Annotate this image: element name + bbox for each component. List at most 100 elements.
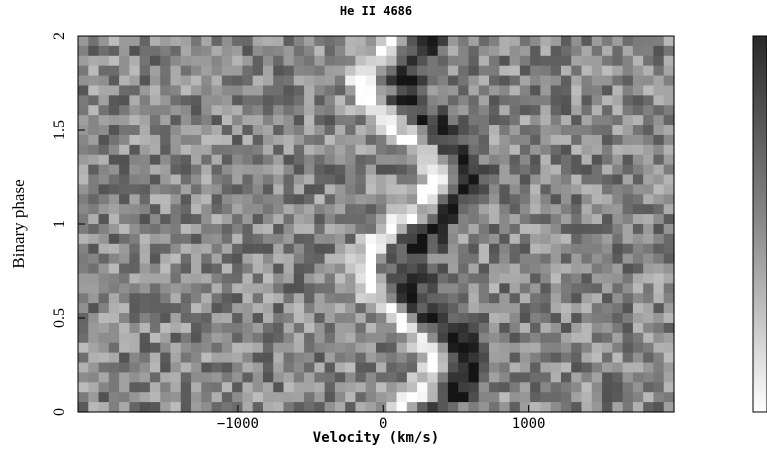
heatmap-cell	[509, 273, 521, 284]
heatmap-cell	[376, 402, 387, 413]
heatmap-cell	[519, 105, 531, 116]
heatmap-cell	[242, 293, 254, 304]
heatmap-cell	[663, 184, 675, 195]
heatmap-cell	[314, 154, 326, 166]
heatmap-cell	[622, 85, 634, 96]
heatmap-cell	[129, 125, 141, 136]
heatmap-cell	[581, 362, 593, 374]
heatmap-cell	[478, 342, 490, 354]
heatmap-cell	[304, 174, 315, 186]
heatmap-cell	[129, 204, 141, 215]
heatmap-cell	[304, 342, 315, 354]
heatmap-cell	[489, 243, 500, 255]
heatmap-cell	[139, 362, 151, 374]
heatmap-cell	[612, 342, 624, 354]
heatmap-cell	[427, 263, 439, 275]
heatmap-cell	[211, 174, 223, 186]
heatmap-cell	[283, 36, 295, 47]
heatmap-cell	[221, 204, 233, 215]
heatmap-cell	[324, 322, 336, 334]
heatmap-cell	[386, 45, 398, 57]
heatmap-cell	[170, 174, 182, 186]
heatmap-cell	[519, 243, 531, 255]
heatmap-cell	[191, 65, 202, 77]
heatmap-cell	[88, 65, 100, 77]
heatmap-cell	[180, 382, 192, 393]
heatmap-cell	[447, 194, 459, 205]
heatmap-cell	[98, 372, 110, 383]
heatmap-cell	[88, 313, 100, 324]
heatmap-cell	[314, 332, 326, 344]
heatmap-cell	[530, 204, 542, 215]
heatmap-cell	[355, 253, 367, 265]
heatmap-cell	[417, 332, 428, 344]
heatmap-cell	[304, 214, 315, 225]
heatmap-cell	[427, 392, 439, 403]
heatmap-cell	[571, 233, 583, 245]
heatmap-cell	[262, 125, 274, 136]
heatmap-cell	[447, 313, 459, 324]
heatmap-cell	[447, 243, 459, 255]
heatmap-cell	[129, 174, 141, 186]
heatmap-cell	[221, 372, 233, 383]
heatmap-cell	[632, 194, 644, 205]
heatmap-cell	[643, 125, 655, 136]
heatmap-cell	[304, 332, 315, 344]
heatmap-cell	[663, 362, 675, 374]
heatmap-cell	[232, 303, 244, 314]
heatmap-cell	[180, 75, 192, 87]
heatmap-cell	[262, 36, 274, 47]
heatmap-cell	[334, 144, 346, 156]
heatmap-cell	[252, 392, 264, 403]
heatmap-cell	[663, 402, 675, 413]
heatmap-cell	[560, 313, 572, 324]
heatmap-cell	[160, 243, 172, 255]
heatmap-cell	[386, 194, 398, 205]
heatmap-cell	[591, 174, 603, 186]
heatmap-cell	[334, 382, 346, 393]
heatmap-cell	[406, 36, 418, 47]
heatmap-cell	[242, 125, 254, 136]
heatmap-cell	[396, 233, 408, 245]
heatmap-cell	[550, 36, 562, 47]
heatmap-cell	[396, 204, 408, 215]
heatmap-cell	[489, 303, 500, 314]
heatmap-cell	[304, 95, 315, 106]
heatmap-cell	[386, 342, 398, 354]
heatmap-cell	[396, 154, 408, 166]
heatmap-cell	[612, 164, 624, 176]
heatmap-cell	[334, 65, 346, 77]
heatmap-cell	[283, 204, 295, 215]
heatmap-cell	[530, 263, 542, 275]
heatmap-cell	[376, 293, 387, 304]
heatmap-cell	[170, 402, 182, 413]
heatmap-cell	[396, 65, 408, 77]
heatmap-cell	[437, 154, 449, 166]
heatmap-cell	[571, 392, 583, 403]
heatmap-cell	[437, 214, 449, 225]
heatmap-cell	[571, 224, 583, 235]
heatmap-cell	[304, 75, 315, 87]
heatmap-cell	[396, 352, 408, 364]
heatmap-cell	[211, 382, 223, 393]
heatmap-cell	[78, 224, 89, 235]
heatmap-cell	[509, 105, 521, 116]
heatmap-cell	[581, 352, 593, 364]
heatmap-cell	[191, 36, 202, 47]
heatmap-cell	[643, 184, 655, 195]
heatmap-cell	[304, 273, 315, 284]
heatmap-cell	[345, 105, 357, 116]
heatmap-cell	[180, 233, 192, 245]
heatmap-cell	[560, 243, 572, 255]
heatmap-cell	[221, 95, 233, 106]
heatmap-cell	[540, 233, 552, 245]
heatmap-cell	[396, 283, 408, 294]
heatmap-cell	[376, 194, 387, 205]
heatmap-cell	[88, 144, 100, 156]
heatmap-cell	[376, 392, 387, 403]
heatmap-cell	[78, 184, 89, 195]
heatmap-cell	[324, 253, 336, 265]
heatmap-cell	[643, 402, 655, 413]
heatmap-cell	[427, 382, 439, 393]
heatmap-cell	[211, 95, 223, 106]
